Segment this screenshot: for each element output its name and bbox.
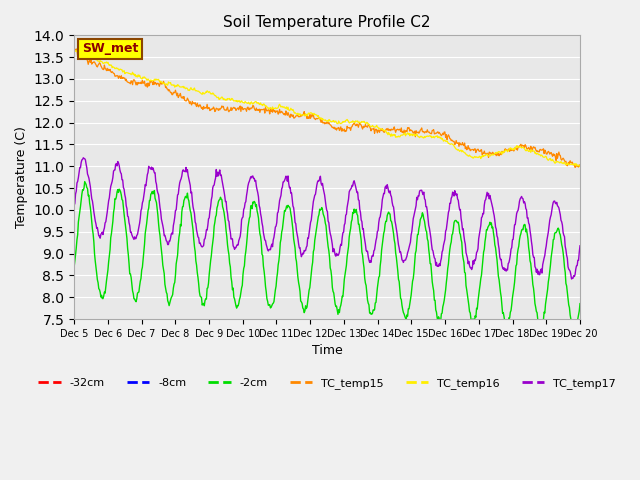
Title: Soil Temperature Profile C2: Soil Temperature Profile C2 <box>223 15 431 30</box>
Y-axis label: Temperature (C): Temperature (C) <box>15 126 28 228</box>
X-axis label: Time: Time <box>312 344 342 357</box>
Text: SW_met: SW_met <box>82 42 138 55</box>
Legend: -32cm, -8cm, -2cm, TC_temp15, TC_temp16, TC_temp17: -32cm, -8cm, -2cm, TC_temp15, TC_temp16,… <box>34 373 620 393</box>
